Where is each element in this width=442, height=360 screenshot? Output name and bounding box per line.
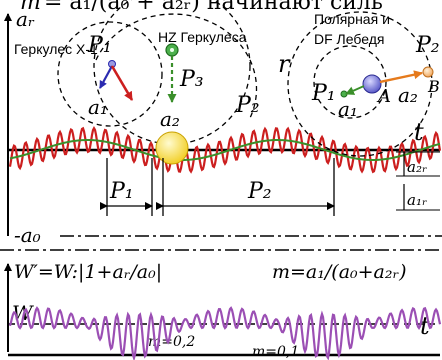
right-P1-label: P₁ [311,81,336,106]
a1-blue-arrow [99,65,113,89]
neg-a0-label: -a₀ [14,223,41,247]
yellow-star [155,131,189,165]
right-a1-arrow [345,85,365,95]
right-A-label: A [376,86,391,107]
right-a1-label: a₁ [338,97,358,121]
hz-hercules-orbit [93,0,251,145]
a1-red-arrow [110,65,134,101]
header-m: m [20,0,41,15]
formula-w: W′=W:|1+aᵣ/a₀| [14,261,162,283]
bottom-t-label: t [420,312,430,340]
left-P2-label: P₂ [235,93,260,118]
left-a2-label: a₂ [160,107,180,131]
bottom-P2-label: P₂ [247,179,272,204]
polaris-inner-orbit [313,45,387,119]
hz-hercules-star-core [170,48,174,52]
r-label: r [278,50,291,78]
top-y-axis-label: aᵣ [16,7,35,31]
right-P2-label: P₂ [415,33,440,58]
header-formula: = a₁/(a₀ + a₂ᵣ) начинают силь [44,0,383,15]
a1r-label: a₁ᵣ [407,191,427,209]
star-A [362,74,382,94]
green-wave [9,139,441,161]
right-binary-system: Полярная и DF Лебедя P₂ P₁ A a₂ a₁ B [287,11,440,157]
top-waves-group [8,125,442,174]
hercules-x1-orbit [57,21,163,127]
right-a2-arrow [379,70,423,84]
polaris-outer-orbit [287,11,433,157]
purple-wave [8,306,442,360]
left-P1-label: P₁ [87,33,112,58]
left-binary-system: P₁ P₃ P₂ Геркулес X-1 HZ Геркулеса a₁ a₂ [14,0,260,165]
bottom-P1-label: P₁ [109,179,134,204]
a2r-label: a₂ᵣ [407,158,427,176]
right-a2-label: a₂ [398,83,418,107]
formula-m: m=a₁/(a₀+a₂ᵣ) [272,261,407,283]
right-B-label: B [427,77,440,96]
star-B [422,66,434,78]
polaris-title-line2: DF Лебедя [314,31,384,47]
hercules-x1-label: Геркулес X-1 [14,41,98,57]
polaris-title-line1: Полярная и [314,11,390,27]
m-label-2: m=0,1 [252,344,299,360]
left-a1-label: a₁ [88,95,108,119]
left-P3-label: P₃ [179,67,204,92]
bottom-wave-group [8,306,442,360]
red-wave [8,125,442,174]
hz-orbit-arc [95,13,258,119]
period-markers: P₁ P₂ a₂ᵣ a₁ᵣ [100,151,440,216]
hz-hercules-label: HZ Геркулеса [158,29,247,45]
top-x-axis-label: t [414,118,424,146]
